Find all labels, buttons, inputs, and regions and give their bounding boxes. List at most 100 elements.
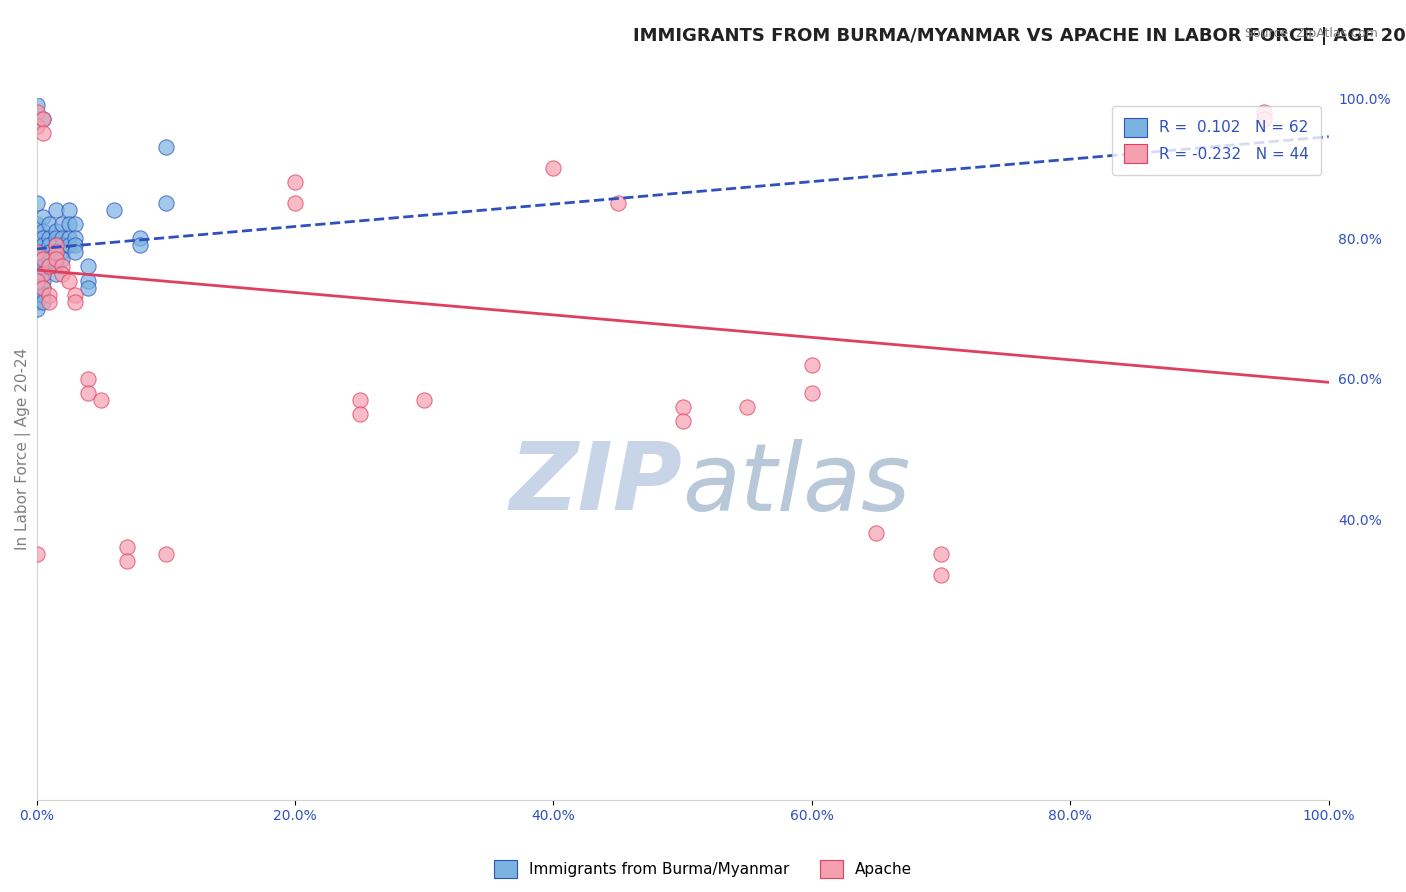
Point (413, 392, 436, 407)
Point (45, 260, 67, 274)
Point (32, 294, 55, 309)
Point (65, 231, 87, 245)
Point (284, 175, 307, 189)
Point (25, 105, 48, 120)
Point (155, 140, 177, 154)
Y-axis label: In Labor Force | Age 20-24: In Labor Force | Age 20-24 (15, 348, 31, 550)
Point (129, 238, 152, 252)
Point (25, 273, 48, 287)
Legend: R =  0.102   N = 62, R = -0.232   N = 44: R = 0.102 N = 62, R = -0.232 N = 44 (1112, 106, 1322, 175)
Point (38, 231, 60, 245)
Point (32, 245, 55, 260)
Point (45, 224, 67, 238)
Point (51, 267, 73, 281)
Point (38, 287, 60, 301)
Point (65, 238, 87, 252)
Point (65, 245, 87, 260)
Point (45, 267, 67, 281)
Point (51, 260, 73, 274)
Point (51, 238, 73, 252)
Point (90, 392, 112, 407)
Point (25, 547, 48, 561)
Point (45, 238, 67, 252)
Point (865, 526, 887, 541)
Point (800, 385, 823, 400)
Point (671, 400, 693, 414)
Point (77, 280, 100, 294)
Point (115, 554, 138, 568)
Point (607, 196, 630, 211)
Text: Source: ZipAtlas.com: Source: ZipAtlas.com (1244, 27, 1378, 40)
Point (129, 231, 152, 245)
Point (45, 231, 67, 245)
Text: atlas: atlas (682, 439, 911, 530)
Point (25, 196, 48, 211)
Point (32, 267, 55, 281)
Point (25, 273, 48, 287)
Point (32, 252, 55, 267)
Point (32, 260, 55, 274)
Point (543, 161, 565, 176)
Point (25, 260, 48, 274)
Point (45, 252, 67, 267)
Point (32, 287, 55, 301)
Point (1253, 112, 1275, 127)
Point (45, 238, 67, 252)
Point (32, 224, 55, 238)
Legend: Immigrants from Burma/Myanmar, Apache: Immigrants from Burma/Myanmar, Apache (488, 854, 918, 884)
Point (32, 273, 55, 287)
Point (735, 400, 758, 414)
Point (25, 301, 48, 316)
Point (45, 245, 67, 260)
Point (65, 294, 87, 309)
Point (38, 238, 60, 252)
Point (25, 287, 48, 301)
Point (32, 112, 55, 127)
Point (25, 252, 48, 267)
Point (38, 294, 60, 309)
Point (32, 126, 55, 140)
Point (38, 218, 60, 232)
Point (25, 231, 48, 245)
Point (32, 267, 55, 281)
Point (51, 218, 73, 232)
Point (32, 280, 55, 294)
Point (32, 211, 55, 225)
Point (155, 547, 177, 561)
Point (25, 218, 48, 232)
Point (77, 260, 100, 274)
Point (38, 245, 60, 260)
Point (25, 98, 48, 112)
Point (58, 218, 80, 232)
Point (929, 547, 952, 561)
Point (349, 392, 371, 407)
Point (155, 196, 177, 211)
Point (77, 273, 100, 287)
Point (45, 203, 67, 218)
Point (25, 245, 48, 260)
Point (77, 385, 100, 400)
Point (65, 218, 87, 232)
Point (65, 287, 87, 301)
Point (58, 203, 80, 218)
Point (32, 112, 55, 127)
Point (349, 407, 371, 421)
Point (58, 238, 80, 252)
Point (103, 203, 125, 218)
Text: ZIP: ZIP (510, 438, 682, 530)
Point (800, 358, 823, 372)
Point (45, 245, 67, 260)
Point (25, 280, 48, 294)
Point (32, 280, 55, 294)
Point (38, 260, 60, 274)
Point (25, 294, 48, 309)
Point (51, 231, 73, 245)
Point (671, 414, 693, 428)
Point (32, 252, 55, 267)
Point (25, 245, 48, 260)
Point (38, 252, 60, 267)
Point (25, 267, 48, 281)
Point (32, 238, 55, 252)
Point (25, 119, 48, 133)
Point (51, 252, 73, 267)
